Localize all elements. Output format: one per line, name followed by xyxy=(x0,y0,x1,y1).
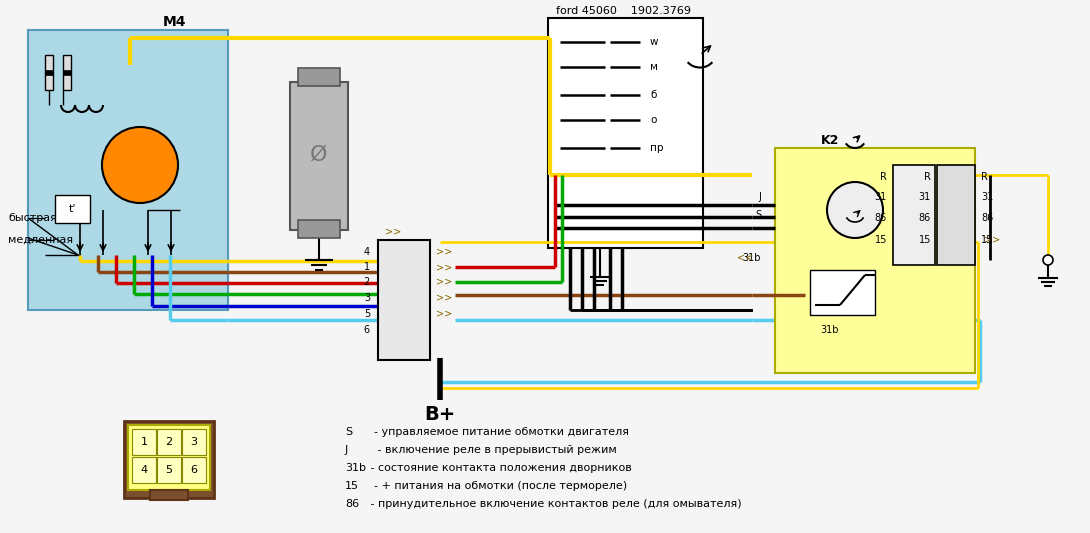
Text: быстрая: быстрая xyxy=(8,213,57,223)
Text: >>: >> xyxy=(436,262,452,272)
Text: 31b: 31b xyxy=(346,463,366,473)
Text: S: S xyxy=(346,427,352,437)
Bar xyxy=(157,429,181,455)
Text: 31: 31 xyxy=(919,192,931,202)
Text: >>: >> xyxy=(436,293,452,303)
Text: 15: 15 xyxy=(919,235,931,245)
Text: >>: >> xyxy=(385,227,401,237)
Text: 86: 86 xyxy=(981,213,993,223)
Bar xyxy=(298,220,340,238)
Text: t': t' xyxy=(69,204,75,214)
Text: 31b: 31b xyxy=(742,253,761,263)
Text: B+: B+ xyxy=(424,406,456,424)
Bar xyxy=(290,82,348,230)
Bar xyxy=(548,18,703,248)
Text: 6: 6 xyxy=(364,325,370,335)
Text: 1: 1 xyxy=(141,437,147,447)
Text: - управляемое питание обмотки двигателя: - управляемое питание обмотки двигателя xyxy=(367,427,629,437)
Bar xyxy=(132,429,156,455)
Text: - принудительное включение контактов реле (для омывателя): - принудительное включение контактов рел… xyxy=(367,499,741,509)
Text: 86: 86 xyxy=(919,213,931,223)
Text: 15: 15 xyxy=(346,481,359,491)
Text: 15: 15 xyxy=(981,235,993,245)
Text: >>: >> xyxy=(436,247,452,257)
Text: 3: 3 xyxy=(191,437,197,447)
Text: >>: >> xyxy=(436,309,452,319)
Bar xyxy=(378,240,429,360)
Bar xyxy=(150,490,187,500)
Bar xyxy=(182,457,206,483)
Text: 5: 5 xyxy=(166,465,172,475)
Bar xyxy=(937,165,974,265)
Text: <<: << xyxy=(737,253,753,263)
Text: 3: 3 xyxy=(364,293,370,303)
Text: 5: 5 xyxy=(364,309,370,319)
Text: 6: 6 xyxy=(191,465,197,475)
Bar xyxy=(63,70,71,75)
Text: R: R xyxy=(880,172,887,182)
Text: 86: 86 xyxy=(875,213,887,223)
Text: 4: 4 xyxy=(141,465,147,475)
Bar xyxy=(298,68,340,86)
Bar xyxy=(28,30,228,310)
Bar xyxy=(124,421,214,498)
Text: 86: 86 xyxy=(346,499,359,509)
Text: Ø: Ø xyxy=(311,145,328,165)
Text: >>: >> xyxy=(984,235,1001,245)
Circle shape xyxy=(827,182,883,238)
Text: 2: 2 xyxy=(364,277,370,287)
Text: 2: 2 xyxy=(166,437,172,447)
Text: R: R xyxy=(924,172,931,182)
Text: >>: >> xyxy=(436,277,452,287)
Text: м: м xyxy=(650,62,658,72)
Text: 31: 31 xyxy=(875,192,887,202)
Text: - состояние контакта положения дворников: - состояние контакта положения дворников xyxy=(367,463,632,473)
Text: w: w xyxy=(650,37,658,47)
Text: о: о xyxy=(650,115,656,125)
Bar xyxy=(63,55,71,90)
Bar xyxy=(128,425,210,490)
Bar xyxy=(45,70,53,75)
Text: медленная: медленная xyxy=(8,235,73,245)
Text: ford 45060    1902.3769: ford 45060 1902.3769 xyxy=(556,6,690,16)
Text: пр: пр xyxy=(650,143,664,153)
Bar xyxy=(182,429,206,455)
Text: - включение реле в прерывистый режим: - включение реле в прерывистый режим xyxy=(367,445,617,455)
Text: S: S xyxy=(755,210,761,220)
Bar xyxy=(893,165,935,265)
Circle shape xyxy=(1043,255,1053,265)
Bar xyxy=(810,270,875,315)
Text: 31b: 31b xyxy=(821,325,839,335)
Bar xyxy=(45,55,53,90)
Bar xyxy=(775,148,974,373)
Text: J: J xyxy=(346,445,348,455)
Bar xyxy=(132,457,156,483)
Bar xyxy=(54,195,90,223)
Text: M4: M4 xyxy=(164,15,186,29)
Text: 31: 31 xyxy=(981,192,993,202)
Text: R: R xyxy=(981,172,988,182)
Bar xyxy=(157,457,181,483)
Text: - + питания на обмотки (после термореле): - + питания на обмотки (после термореле) xyxy=(367,481,627,491)
Text: 15: 15 xyxy=(874,235,887,245)
Text: 1: 1 xyxy=(364,262,370,272)
Text: J: J xyxy=(759,192,761,202)
Text: 4: 4 xyxy=(364,247,370,257)
Text: б: б xyxy=(650,90,656,100)
Circle shape xyxy=(102,127,178,203)
Text: K2: K2 xyxy=(821,133,839,147)
